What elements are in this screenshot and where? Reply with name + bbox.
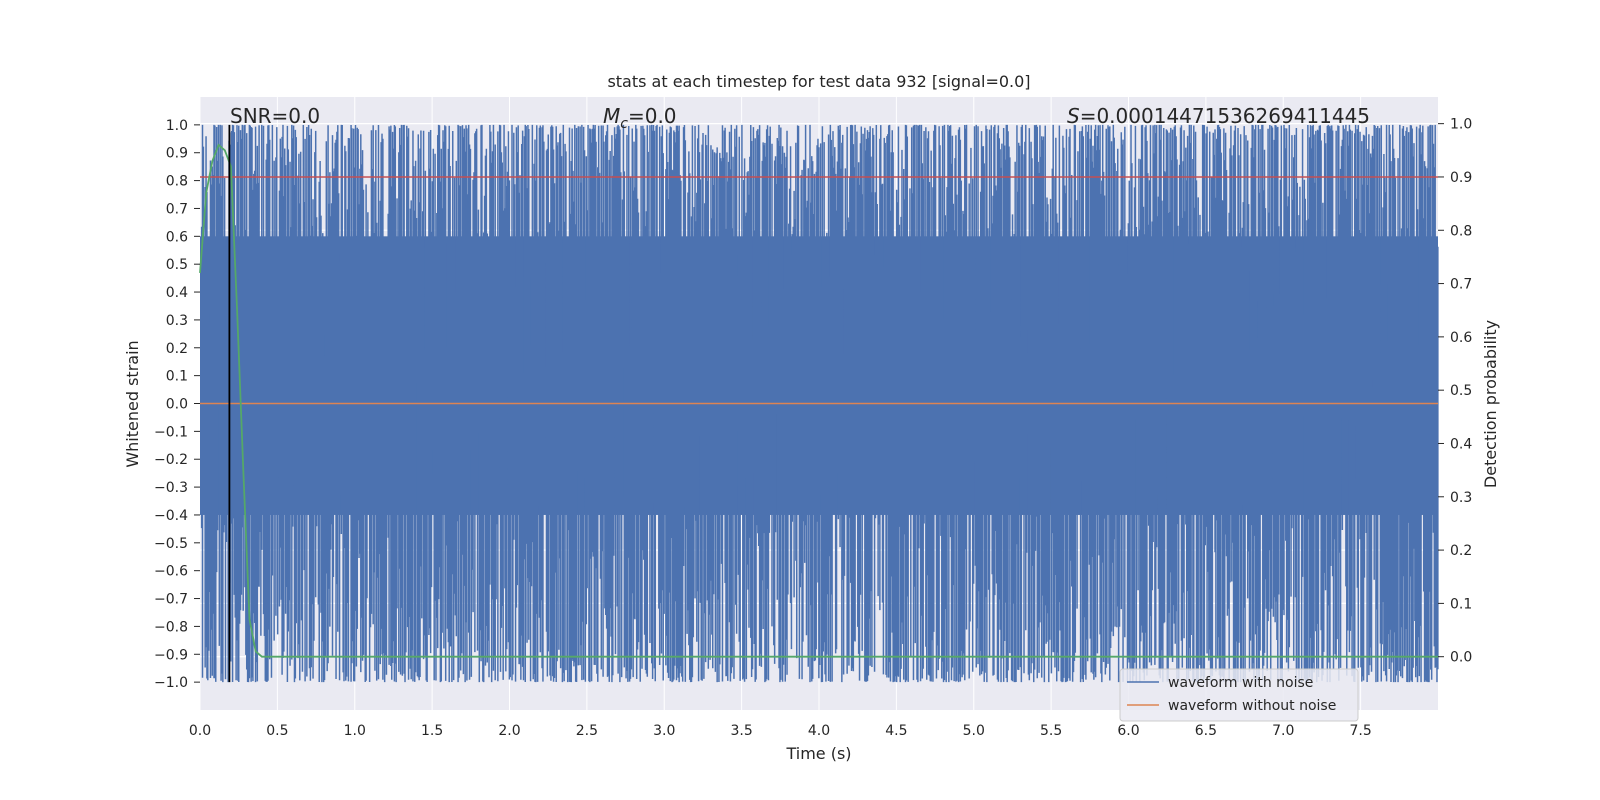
x-tick-label: 0.5 — [266, 723, 288, 739]
y-right-tick-label: 0.8 — [1450, 223, 1472, 239]
chirp-mass-value: =0.0 — [628, 104, 677, 128]
chart-title: stats at each timestep for test data 932… — [607, 72, 1030, 91]
x-tick-label: 4.0 — [808, 723, 830, 739]
x-tick-label: 2.5 — [576, 723, 598, 739]
y-right-tick-label: 0.7 — [1450, 277, 1472, 293]
detection-probability-line — [199, 143, 1438, 658]
x-tick-label: 2.0 — [498, 723, 520, 739]
chirp-mass-symbol: M — [603, 104, 620, 128]
y-axis-ticks: 1.0 0.9 0.8 0.7 0.6 0.5 0.4 0.3 0.2 0.1 0.0 −0.1 −0.… — [154, 118, 200, 691]
y-right-tick-label: 1.0 — [1450, 117, 1472, 133]
y-right-tick-label: 0.3 — [1450, 490, 1472, 506]
y-right-tick-label: 0.0 — [1450, 650, 1472, 666]
legend-label-clean: waveform without noise — [1168, 698, 1336, 714]
x-tick-label: 1.5 — [421, 723, 443, 739]
x-tick-label: 7.0 — [1272, 723, 1294, 739]
y-right-tick-label: 0.9 — [1450, 170, 1472, 186]
y-right-tick-label: 0.4 — [1450, 436, 1472, 452]
y-tick-label: 0.9 — [166, 146, 188, 162]
y-tick-label: 0.6 — [166, 229, 188, 245]
y-tick-label: −0.2 — [154, 452, 188, 468]
y-tick-label: −0.1 — [154, 424, 188, 440]
y-right-tick-label: 0.5 — [1450, 383, 1472, 399]
score-value: =0.00014471536269411445 — [1080, 104, 1370, 128]
x-tick-label: 6.5 — [1195, 723, 1217, 739]
y-tick-label: 1.0 — [166, 118, 188, 134]
x-tick-label: 5.0 — [963, 723, 985, 739]
y-tick-label: 0.3 — [166, 313, 188, 329]
y-tick-label: −1.0 — [154, 675, 188, 691]
legend: waveform with noise waveform without noi… — [1119, 668, 1359, 722]
x-tick-label: 7.5 — [1349, 723, 1371, 739]
y-tick-label: 0.0 — [166, 397, 188, 413]
y-tick-label: 0.8 — [166, 174, 188, 190]
y-tick-label: −0.4 — [154, 508, 188, 524]
y-tick-label: −0.6 — [154, 564, 188, 580]
x-tick-label: 6.0 — [1117, 723, 1139, 739]
x-tick-label: 3.5 — [730, 723, 752, 739]
y-tick-label: 0.5 — [166, 257, 188, 273]
legend-box — [1119, 668, 1359, 722]
y-right-tick-label: 0.1 — [1450, 596, 1472, 612]
x-axis-label: Time (s) — [785, 744, 851, 763]
y-tick-label: 0.1 — [166, 369, 188, 385]
snr-annotation: SNR=0.0 — [230, 104, 320, 128]
y-tick-label: −0.8 — [154, 619, 188, 635]
legend-label-noisy: waveform with noise — [1168, 675, 1313, 691]
y-tick-label: −0.7 — [154, 592, 188, 608]
y-right-tick-label: 0.2 — [1450, 543, 1472, 559]
y-tick-label: −0.5 — [154, 536, 188, 552]
y-tick-label: 0.4 — [166, 285, 188, 301]
y-right-axis-ticks: 1.0 0.9 0.8 0.7 0.6 0.5 0.4 0.3 0.2 0.1 0.0 — [1438, 117, 1472, 666]
y-tick-label: 0.7 — [166, 201, 188, 217]
y-tick-label: −0.9 — [154, 647, 188, 663]
x-tick-label: 0.0 — [189, 723, 211, 739]
y-tick-label: −0.3 — [154, 480, 188, 496]
chirp-mass-subscript: c — [620, 116, 628, 132]
chirp-mass-annotation: Mc=0.0 — [603, 104, 677, 132]
y-tick-label: 0.2 — [166, 341, 188, 357]
x-tick-label: 4.5 — [885, 723, 907, 739]
y-right-tick-label: 0.6 — [1450, 330, 1472, 346]
overlay-lines — [199, 124, 1438, 683]
score-annotation: S=0.00014471536269411445 — [1067, 104, 1370, 128]
x-tick-label: 1.0 — [344, 723, 366, 739]
y-right-axis-label: Detection probability — [1481, 320, 1500, 488]
x-tick-label: 3.0 — [653, 723, 675, 739]
x-tick-label: 5.5 — [1040, 723, 1062, 739]
x-axis-ticks: 0.0 0.5 1.0 1.5 2.0 2.5 3.0 3.5 4.0 4.5 5.0 5.5 6.0 6… — [189, 723, 1372, 739]
score-symbol: S — [1067, 104, 1080, 128]
y-axis-label: Whitened strain — [123, 340, 142, 467]
